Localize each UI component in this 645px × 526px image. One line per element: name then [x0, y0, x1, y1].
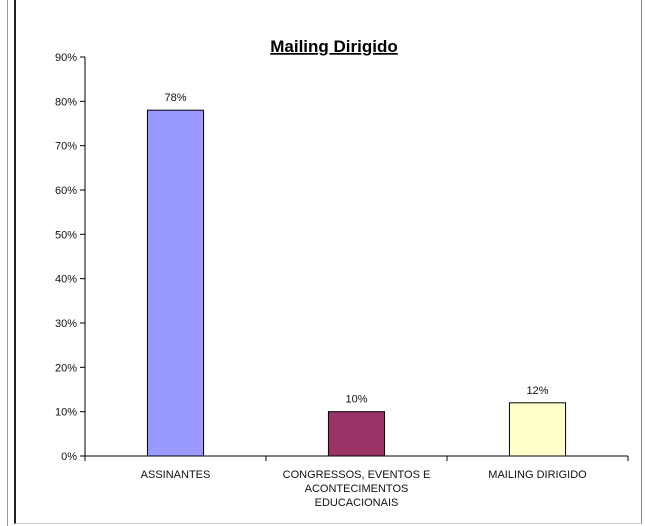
y-tick-label: 20% [55, 362, 77, 374]
data-labels: 78% 10% 12% [164, 92, 548, 405]
y-tick-label: 80% [55, 96, 77, 108]
data-label: 10% [345, 394, 367, 406]
data-label: 78% [164, 92, 186, 104]
y-tick-label: 30% [55, 318, 77, 330]
chart-title: Mailing Dirigido [270, 37, 398, 56]
y-tick-label: 40% [55, 274, 77, 286]
bar [508, 402, 567, 457]
page-edge-rule [7, 0, 8, 526]
y-tick-label: 90% [55, 52, 77, 64]
y-tick-label: 0% [61, 451, 77, 463]
y-tick-label: 70% [55, 141, 77, 153]
x-tick-label: MAILING DIRIGIDO [488, 469, 587, 481]
bars [146, 109, 567, 457]
x-tick-label: ASSINANTES [141, 469, 211, 481]
x-tick-label: ACONTECIMENTOS [305, 483, 409, 495]
x-tick-label: EDUCACIONAIS [315, 497, 399, 509]
x-tick-label: CONGRESSOS, EVENTOS E [283, 469, 431, 481]
x-axis: ASSINANTES CONGRESSOS, EVENTOS E ACONTECIM… [84, 455, 629, 509]
y-axis: 0% 10% 20% 30% 40% 50% 60% 70% 80% 90% [55, 52, 86, 463]
y-tick-label: 60% [55, 185, 77, 197]
data-label: 12% [526, 385, 548, 397]
chart-frame [14, 0, 642, 524]
bar [146, 109, 205, 457]
y-tick-label: 50% [55, 229, 77, 241]
y-tick-label: 10% [55, 407, 77, 419]
bar [327, 411, 386, 457]
